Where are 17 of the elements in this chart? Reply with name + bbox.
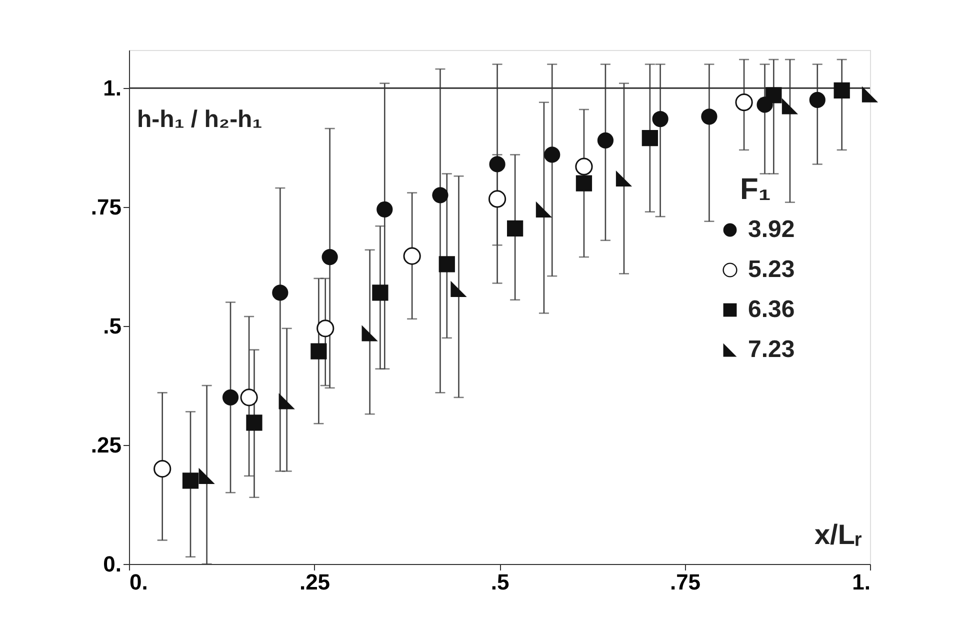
y-tick-label: 0. — [103, 552, 122, 576]
x-tick-label: .5 — [490, 570, 510, 594]
legend-label: 3.92 — [748, 216, 795, 243]
y-tick-label: .25 — [90, 432, 122, 458]
legend-label: 6.36 — [748, 296, 795, 323]
y-tick-label: .75 — [90, 194, 122, 220]
legend-label: 7.23 — [748, 336, 795, 363]
legend-label: 5.23 — [748, 256, 795, 283]
x-tick-label: 1. — [852, 570, 870, 594]
x-tick-label: .75 — [670, 570, 701, 594]
legend-title: F₁ — [740, 173, 771, 206]
y-axis-title: h-h₁ / h₂-h₁ — [137, 106, 262, 133]
x-axis-title: x/Lᵣ — [814, 519, 862, 550]
y-tick-label: .5 — [103, 314, 122, 339]
y-tick-label: 1. — [103, 76, 122, 101]
x-tick-label: 0. — [130, 570, 148, 594]
x-tick-label: .25 — [299, 570, 330, 594]
